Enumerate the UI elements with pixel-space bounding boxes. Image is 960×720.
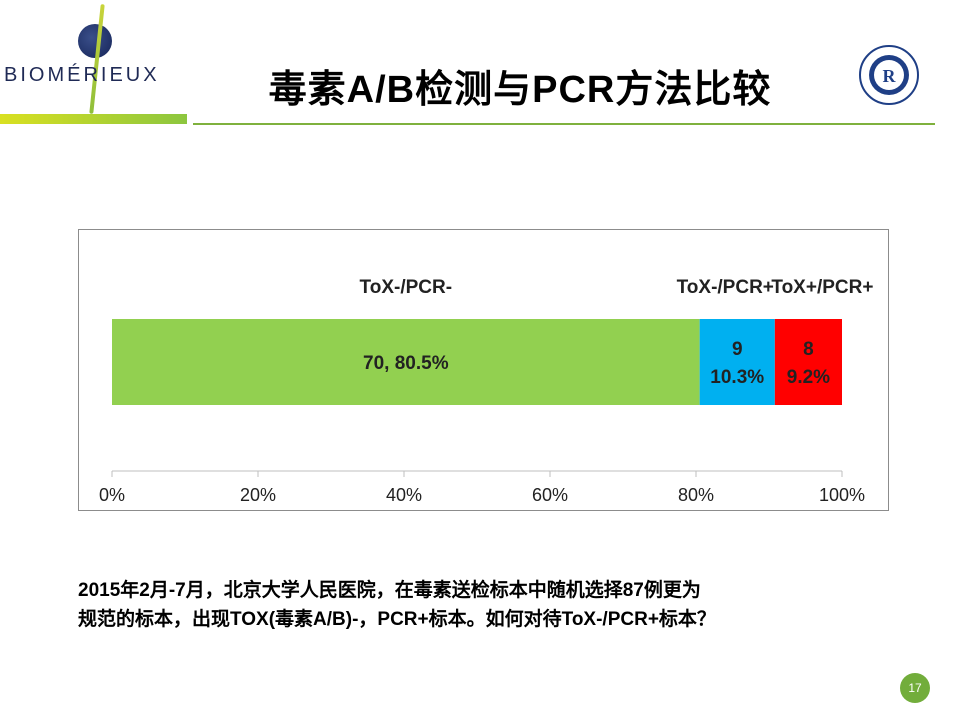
- x-tick-label-2: 40%: [386, 485, 422, 505]
- x-tick-label-4: 80%: [678, 485, 714, 505]
- x-tick-label-3: 60%: [532, 485, 568, 505]
- logo-bar: [0, 114, 187, 124]
- data-label-2-percent: 10.3%: [710, 367, 764, 388]
- biomerieux-logo: BIOMÉRIEUX: [0, 0, 195, 125]
- data-label-2-count: 9: [732, 339, 743, 360]
- slide-title: 毒素A/B检测与PCR方法比较: [268, 69, 772, 111]
- caption-line-2: 规范的标本，出现TOX(毒素A/B)-，PCR+标本。如何对待ToX-/PCR+…: [78, 609, 716, 630]
- stacked-bar-chart: ToX-/PCR- 70, 80.5% ToX-/PCR+ 9 10.3% ToX+/PC…: [99, 277, 873, 505]
- data-label-3-count: 8: [803, 339, 814, 360]
- x-tick-label-1: 20%: [240, 485, 276, 505]
- caption: 2015年2月-7月，北京大学人民医院，在毒素送检标本中随机选择87例更为 规范…: [78, 576, 908, 634]
- bar-segment-2: [699, 319, 775, 405]
- caption-line-1: 2015年2月-7月，北京大学人民医院，在毒素送检标本中随机选择87例更为: [78, 580, 701, 601]
- series-name-3: ToX+/PCR+: [771, 277, 873, 298]
- x-tick-label-0: 0%: [99, 485, 125, 505]
- series-name-2: ToX-/PCR+: [677, 277, 774, 298]
- logo-text: BIOMÉRIEUX: [4, 64, 160, 86]
- series-name-1: ToX-/PCR-: [360, 277, 453, 298]
- page-number: 17: [900, 673, 930, 703]
- bar-segment-3: [774, 319, 842, 405]
- logo-stem-icon: [89, 4, 105, 114]
- bar-segment-1: [112, 319, 700, 405]
- svg-text:R: R: [883, 66, 897, 86]
- title-rule: [193, 123, 935, 125]
- data-label-1: 70, 80.5%: [363, 353, 449, 374]
- hospital-seal-icon: R: [859, 45, 919, 105]
- data-label-3-percent: 9.2%: [787, 367, 830, 388]
- x-tick-label-5: 100%: [819, 485, 865, 505]
